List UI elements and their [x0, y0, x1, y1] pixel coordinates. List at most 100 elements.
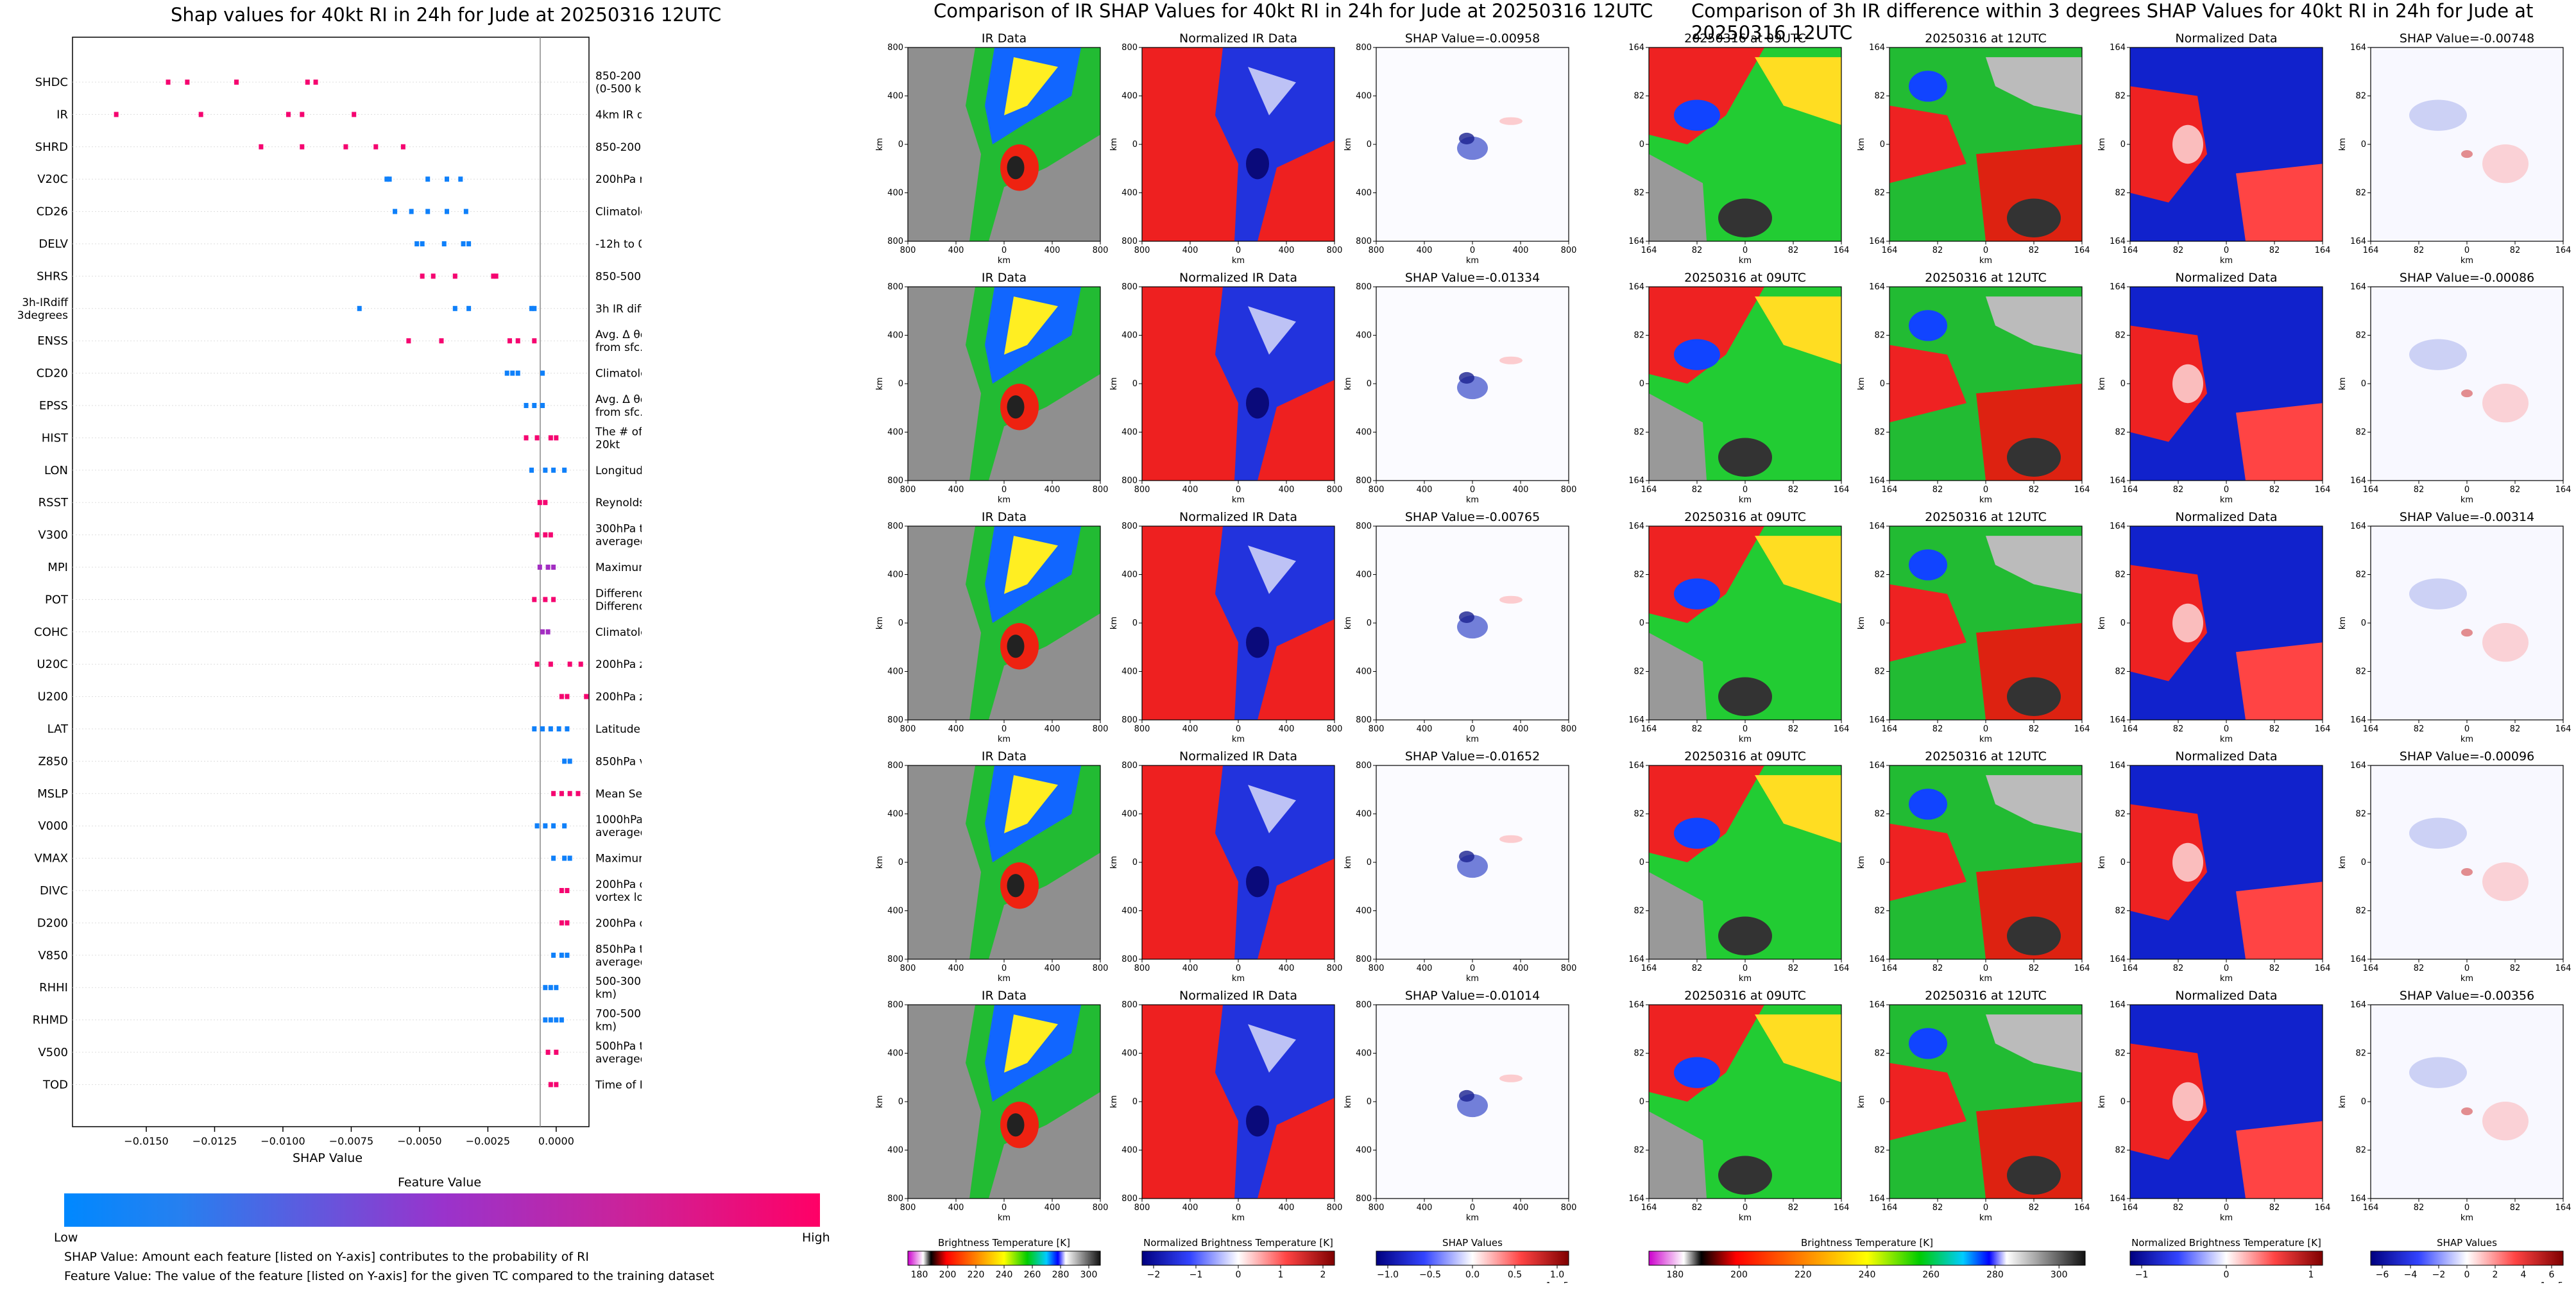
y-tick-label: 400	[1356, 570, 1372, 580]
shap-point	[537, 500, 542, 506]
feature-name: V20C	[37, 173, 68, 186]
shap-point	[409, 209, 414, 214]
x-tick-label: 0	[2224, 485, 2229, 495]
shap-point	[551, 565, 556, 570]
shap-point	[431, 273, 436, 279]
y-tick-label: 82	[1633, 189, 1644, 198]
shap-point	[551, 823, 556, 829]
x-tick-label: 82	[1692, 246, 1703, 255]
panel-title: SHAP Value=-0.00958	[1405, 31, 1540, 46]
x-tick-label: 800	[1134, 246, 1150, 255]
x-tick-label: 800	[1134, 964, 1150, 973]
y-tick-label: 164	[2350, 761, 2366, 771]
y-tick-label: 82	[2355, 810, 2366, 819]
y-tick-label: 164	[1869, 1194, 1885, 1204]
colorbar-strip	[1648, 1251, 2086, 1266]
heatmap-thumbnail: SHAP Value=-0.00748164164828200828216416…	[2338, 31, 2571, 266]
shap-point	[554, 1017, 559, 1023]
colorbar-tick-label: 4	[2521, 1270, 2527, 1280]
y-tick-label: 164	[2350, 237, 2366, 246]
y-tick-label: 164	[2110, 1000, 2126, 1010]
shap-point	[567, 662, 572, 667]
x-tick-label: 164	[2315, 724, 2331, 734]
y-tick-label: 400	[887, 331, 903, 341]
feature-name: SHRS	[37, 269, 68, 283]
y-tick-label: 400	[1122, 428, 1138, 438]
x-axis-label: km	[998, 495, 1011, 505]
x-axis-label: km	[1739, 974, 1752, 984]
y-tick-label: 82	[1633, 907, 1644, 916]
x-tick-label: 164	[1834, 1203, 1850, 1213]
x-tick-label: 800	[900, 724, 916, 734]
y-axis-label: km	[1109, 617, 1119, 629]
x-tick-label: 82	[2269, 485, 2280, 495]
shap-point	[387, 176, 392, 182]
y-tick-label: 0	[1639, 858, 1644, 867]
shap-point	[567, 758, 572, 764]
y-tick-label: 0	[1132, 619, 1138, 628]
x-axis-label: km	[2220, 1213, 2233, 1223]
x-tick-label: 164	[2074, 485, 2090, 495]
feature-description: -12h to 0h Intensity change	[595, 238, 642, 251]
shap-point	[305, 80, 310, 85]
feature-name: CD26	[37, 205, 68, 219]
x-tick-label: 400	[1513, 1203, 1529, 1213]
x-tick-label: 800	[900, 246, 916, 255]
y-tick-label: 400	[1122, 907, 1138, 916]
x-axis-label: km	[1979, 1213, 1992, 1223]
x-tick-label: 82	[2269, 1203, 2280, 1213]
y-tick-label: 164	[2350, 1194, 2366, 1204]
y-tick-label: 800	[1122, 955, 1138, 964]
y-axis-label: km	[1343, 617, 1353, 629]
x-tick-label: 0	[1743, 964, 1748, 973]
y-tick-label: 400	[887, 428, 903, 438]
y-tick-label: 164	[2350, 1000, 2366, 1010]
y-tick-label: 82	[1874, 570, 1885, 580]
feature-description: km)	[595, 988, 617, 1001]
colorbar-exponent: 1e−5	[2541, 1281, 2563, 1283]
x-tick-label: 400	[1045, 246, 1061, 255]
colorbar-tick-label: 2	[1320, 1270, 1326, 1280]
x-tick-label: 82	[2269, 964, 2280, 973]
x-tick-label: 800	[1093, 246, 1109, 255]
shap-point	[559, 920, 564, 926]
y-tick-label: 164	[1630, 761, 1644, 771]
colorbar-tick-label: 300	[1080, 1270, 1098, 1280]
shap-point	[548, 532, 553, 538]
heatmap-thumbnail: Normalized Data1641648282008282164164kmk…	[2097, 510, 2330, 744]
y-axis-label: km	[2097, 856, 2107, 869]
feature-description: Time of Day (Local Solar Time)	[595, 1079, 642, 1091]
x-tick-label: 82	[2269, 246, 2280, 255]
y-tick-label: 800	[1356, 1000, 1372, 1010]
feature-description: 500-300hPa relative humidity (200-800	[595, 975, 642, 988]
y-tick-label: 164	[2110, 715, 2126, 725]
x-tick-label: 82	[1932, 724, 1943, 734]
y-tick-label: 164	[1630, 1194, 1644, 1204]
x-tick-label: 164	[2315, 1203, 2331, 1213]
y-tick-label: 0	[2361, 858, 2366, 867]
x-tick-label: 0	[1002, 246, 1007, 255]
feature-description: The # of 6h periods VMAX has been above	[595, 425, 642, 438]
x-tick-label: 164	[1641, 1203, 1657, 1213]
y-tick-label: 800	[1122, 237, 1138, 246]
y-tick-label: 0	[2361, 140, 2366, 149]
ir-diff-panel-grid: 20250316 at 09UTC1641648282008282164164k…	[1630, 31, 2571, 1283]
y-axis-label: km	[875, 617, 885, 629]
colorbar-tick-label: 1	[2308, 1270, 2314, 1280]
y-tick-label: 400	[887, 1146, 903, 1156]
panel-title: SHAP Value=-0.00765	[1405, 510, 1540, 524]
y-tick-label: 0	[1132, 379, 1138, 389]
feature-name: LAT	[47, 722, 69, 736]
shap-point	[400, 144, 405, 149]
y-tick-label: 800	[1356, 522, 1372, 531]
shap-point	[567, 790, 572, 796]
y-tick-label: 0	[1132, 858, 1138, 867]
y-tick-label: 400	[1356, 810, 1372, 819]
x-tick-label: 0	[1983, 724, 1988, 734]
panel-title: SHAP Value=-0.00356	[2400, 989, 2534, 1003]
y-tick-label: 0	[1132, 140, 1138, 149]
heatmap-thumbnail: 20250316 at 09UTC1641648282008282164164k…	[1630, 749, 1849, 984]
x-axis-label: km	[1232, 1213, 1245, 1223]
shap-point	[507, 338, 512, 344]
